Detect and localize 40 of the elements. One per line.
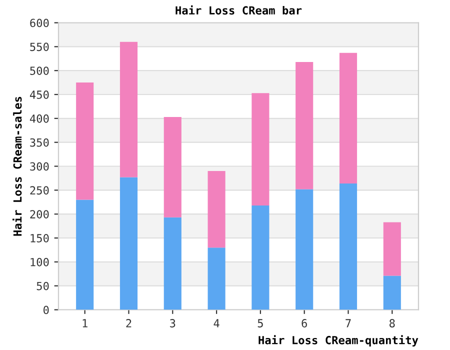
bar [383,222,401,276]
bar [208,171,226,248]
bar [76,200,94,310]
bar [383,276,401,310]
bar [252,93,270,206]
x-tick-label: 1 [82,319,88,328]
x-tick-label: 5 [258,319,263,328]
x-tick-label: 2 [126,319,132,328]
bar [120,42,138,178]
y-tick-label: 150 [30,234,49,242]
bar [164,116,182,218]
bar [296,189,314,310]
y-tick-label: 600 [30,18,49,28]
y-tick-label: 250 [30,186,49,195]
x-tick-label: 7 [346,319,351,328]
y-tick-label: 350 [30,138,49,147]
x-tick-label: 8 [390,319,395,328]
y-tick-label: 300 [30,162,49,171]
y-tick-label: 500 [30,66,49,75]
y-tick-label: 400 [30,114,49,123]
bar [339,52,358,184]
bar [208,248,226,310]
bar [252,205,270,310]
y-tick-label: 450 [30,90,49,99]
bar [296,62,314,190]
bar [120,177,138,310]
y-axis-title: Hair Loss CReam-sales [12,96,22,236]
chart-title: Hair Loss CReam bar [176,5,302,15]
x-tick-label: 3 [170,319,176,328]
y-tick-label: 100 [30,258,49,266]
bar [76,82,94,200]
y-tick-label: 200 [30,210,49,218]
y-tick-label: 550 [30,42,49,52]
bar [164,217,182,310]
y-tick-label: 50 [36,282,49,290]
y-tick-label: 0 [44,306,49,314]
x-tick-label: 6 [302,319,307,328]
bar [339,183,358,310]
x-axis-title: Hair Loss CReam-quantity [258,335,418,346]
x-tick-label: 4 [214,319,220,328]
